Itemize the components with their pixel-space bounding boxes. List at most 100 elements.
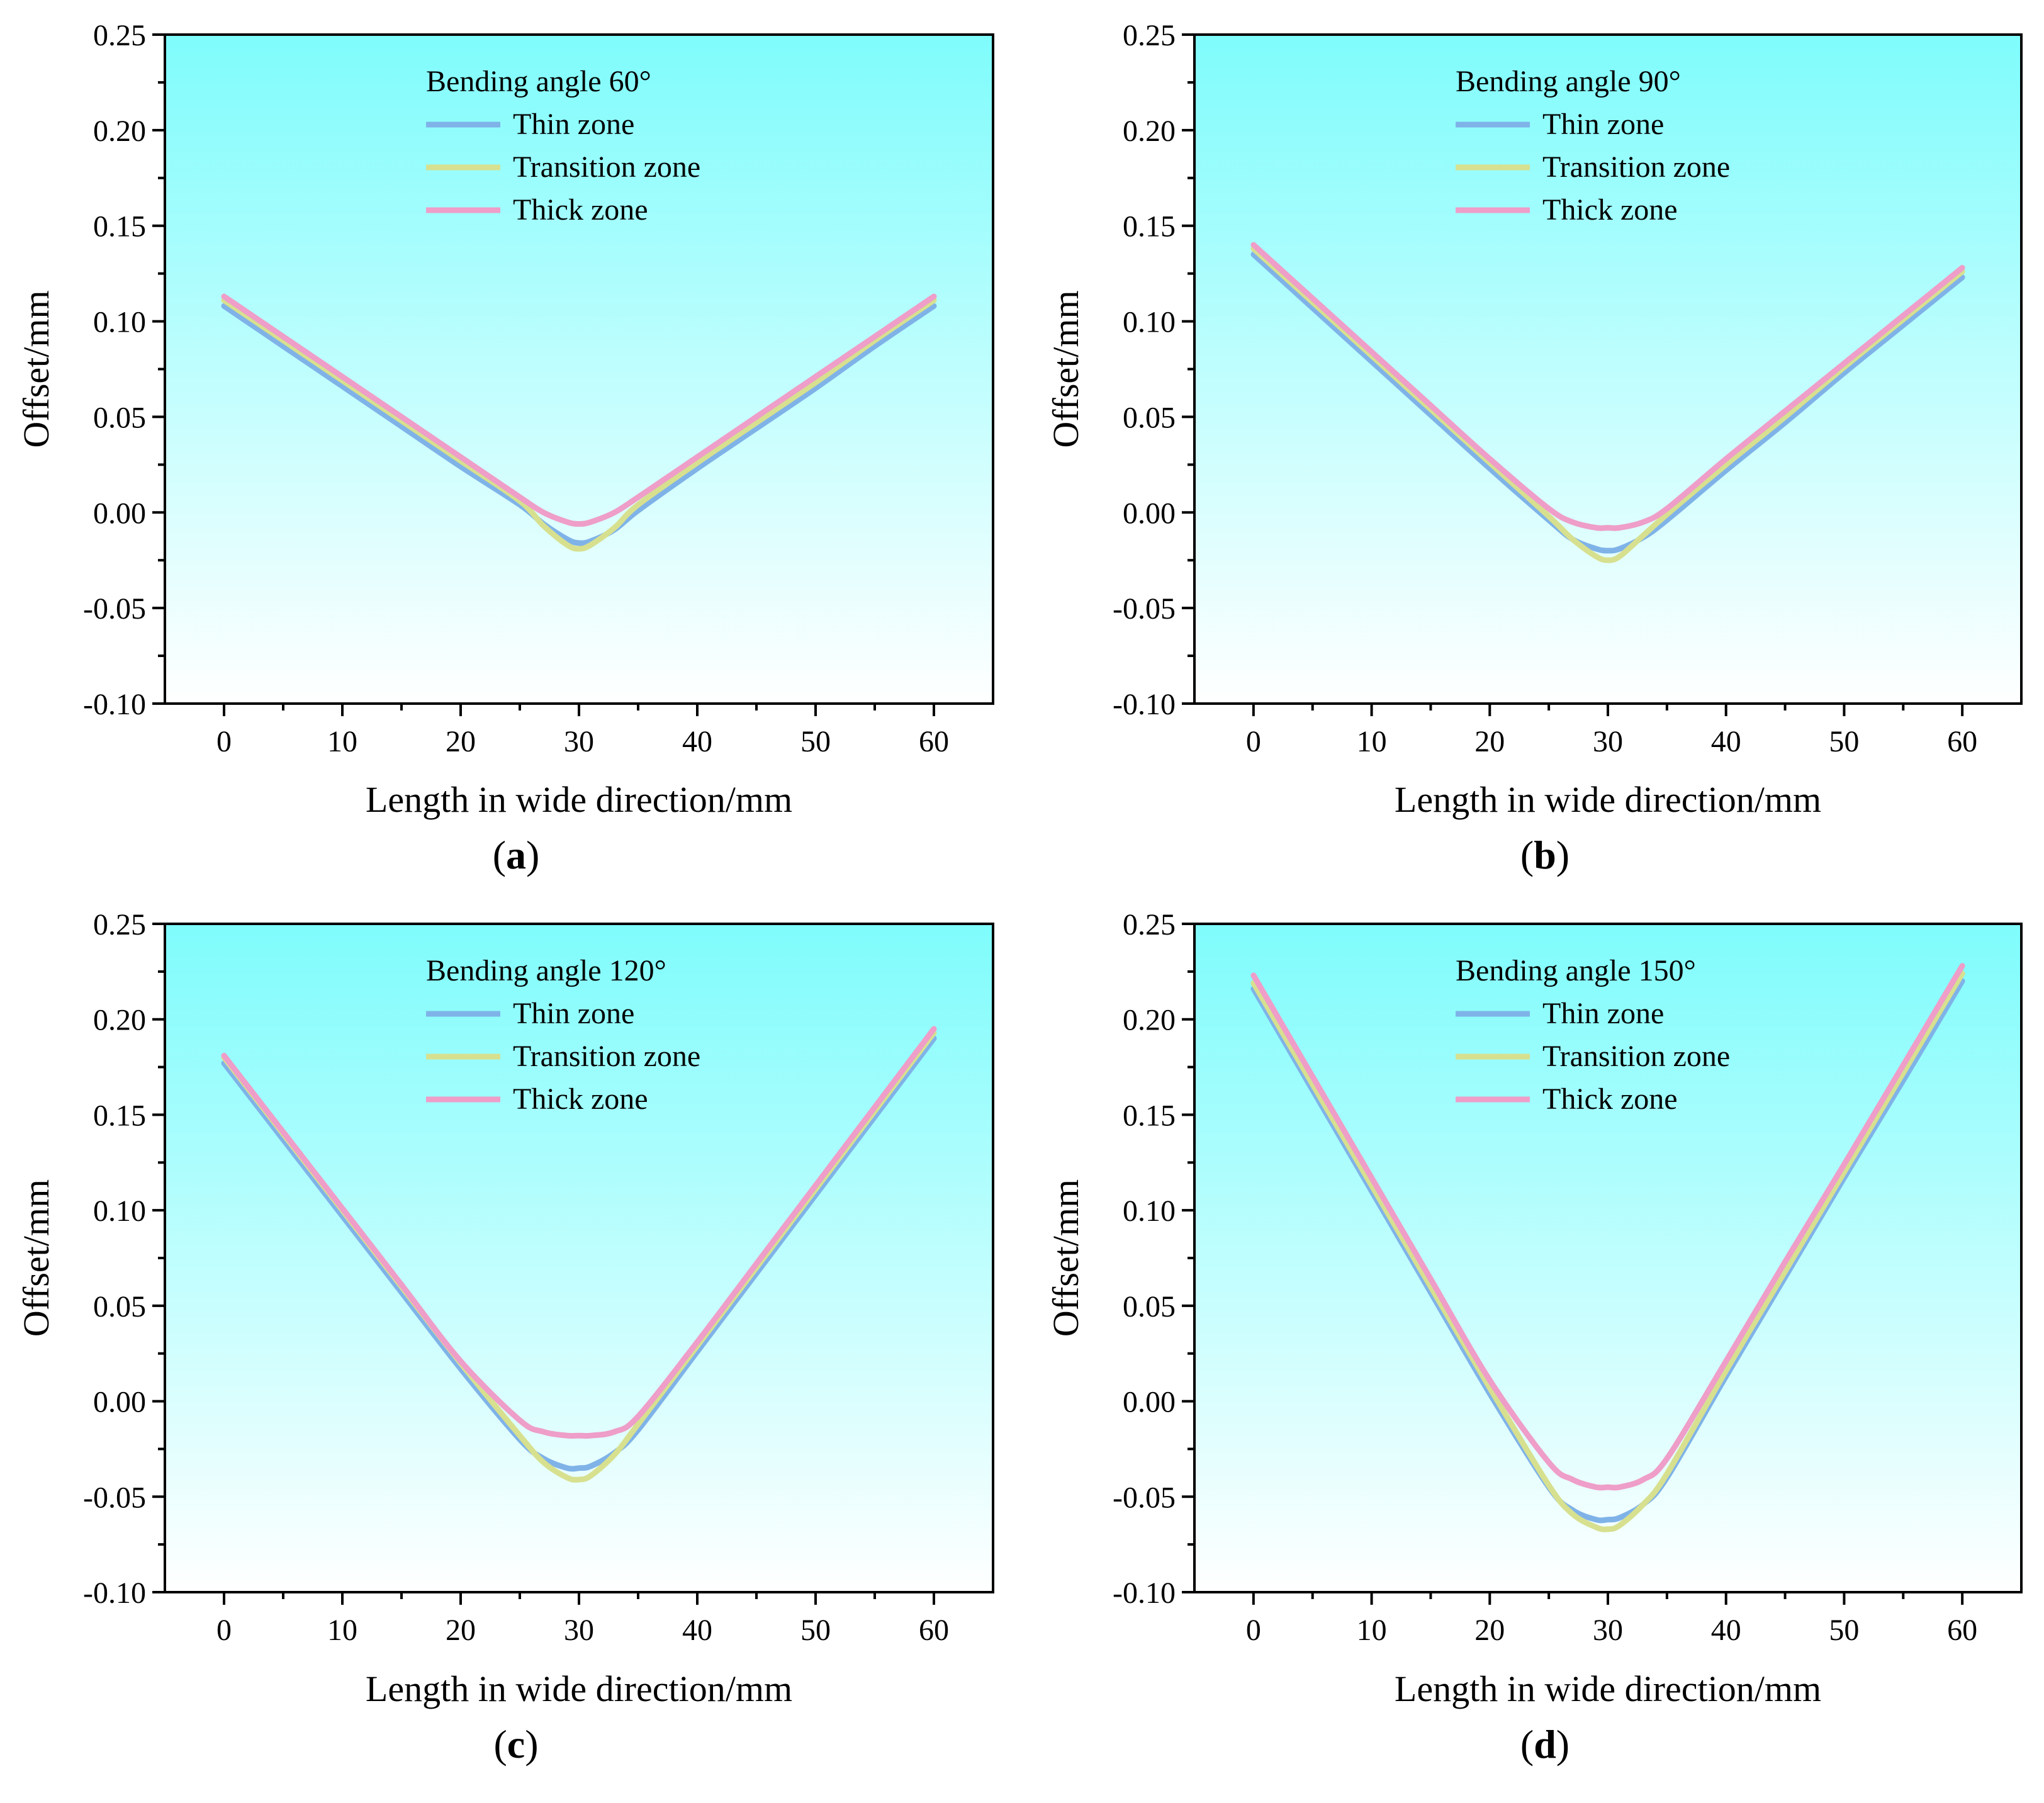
panel-label: (d) (1520, 1722, 1570, 1766)
y-tick-label: 0.15 (1123, 1099, 1176, 1132)
y-tick-label: 0.00 (93, 1386, 146, 1419)
y-tick-label: 0.20 (93, 1004, 146, 1037)
legend-label-transition: Transition zone (513, 1040, 700, 1073)
legend-label-transition: Transition zone (1542, 1040, 1730, 1073)
series-line-thin (1250, 978, 1965, 1524)
legend-label-thick: Thick zone (1542, 193, 1678, 227)
y-tick-label: 0.10 (93, 1194, 146, 1228)
x-tick-label: 60 (919, 1614, 949, 1647)
legend-label-thin: Thin zone (513, 108, 634, 141)
legend-title: Bending angle 150° (1456, 954, 1696, 987)
legend-label-thin: Thin zone (1542, 997, 1664, 1030)
y-tick-label: -0.05 (1113, 1481, 1176, 1514)
x-tick-label: 50 (800, 1614, 831, 1647)
y-axis-title: Offset/mm (16, 290, 57, 447)
panel-label: (a) (493, 833, 540, 877)
y-tick-label: -0.10 (1113, 1576, 1176, 1610)
y-tick-label: 0.15 (93, 1099, 146, 1132)
y-tick-label: 0.20 (1123, 1004, 1176, 1037)
x-tick-label: 60 (919, 725, 949, 758)
x-tick-label: 0 (216, 1614, 232, 1647)
y-tick-label: 0.25 (93, 19, 146, 52)
x-tick-label: 30 (1593, 1614, 1623, 1647)
y-tick-label: 0.10 (93, 306, 146, 339)
legend-label-thick: Thick zone (513, 193, 648, 227)
x-tick-label: 20 (446, 725, 476, 758)
x-tick-label: 30 (564, 725, 594, 758)
x-tick-label: 0 (1246, 725, 1261, 758)
x-tick-label: 20 (1474, 1614, 1505, 1647)
y-tick-label: -0.05 (83, 1481, 146, 1514)
x-tick-label: 40 (682, 1614, 712, 1647)
y-axis-title: Offset/mm (1045, 290, 1086, 447)
x-tick-label: 0 (1246, 1614, 1261, 1647)
series-line-thick (1250, 242, 1965, 531)
y-tick-label: 0.20 (93, 115, 146, 148)
y-tick-label: 0.10 (1123, 306, 1176, 339)
series-line-thin (1250, 251, 1965, 554)
y-tick-label: -0.10 (83, 688, 146, 721)
plot-background (1194, 35, 2021, 704)
series-line-transition (1250, 970, 1965, 1532)
y-axis-title: Offset/mm (1045, 1179, 1086, 1337)
series-line-transition (221, 297, 937, 552)
series-line-thin (221, 1035, 937, 1472)
y-tick-label: 0.15 (1123, 210, 1176, 244)
x-tick-label: 20 (1474, 725, 1505, 758)
plot-background (165, 35, 993, 704)
chart-panel-a: 0 10 20 30 40 50 60 0.25 0.20 0.15 0.10 0.05 0.00 -0.… (16, 19, 994, 877)
y-tick-label: 0.00 (1123, 497, 1176, 530)
x-tick-label: 10 (1357, 1614, 1387, 1647)
y-tick-label: 0.15 (93, 210, 146, 244)
x-tick-label: 40 (1711, 1614, 1741, 1647)
x-tick-label: 30 (1593, 725, 1623, 758)
x-tick-label: 50 (1829, 1614, 1859, 1647)
x-tick-label: 10 (1357, 725, 1387, 758)
x-tick-label: 40 (1711, 725, 1741, 758)
x-tick-label: 20 (446, 1614, 476, 1647)
x-tick-label: 60 (1947, 725, 1977, 758)
x-tick-label: 10 (327, 1614, 357, 1647)
y-tick-label: 0.25 (1123, 19, 1176, 52)
x-axis-title: Length in wide direction/mm (366, 779, 792, 820)
x-tick-label: 60 (1947, 1614, 1977, 1647)
x-axis-title: Length in wide direction/mm (1395, 1668, 1821, 1709)
series-line-thick (221, 293, 937, 527)
panel-label: (c) (493, 1722, 538, 1766)
x-axis-title: Length in wide direction/mm (366, 1668, 792, 1709)
legend-label-transition: Transition zone (1542, 150, 1730, 184)
x-tick-label: 40 (682, 725, 712, 758)
x-tick-label: 0 (216, 725, 232, 758)
y-tick-label: 0.05 (1123, 1290, 1176, 1323)
legend-label-thick: Thick zone (513, 1082, 648, 1116)
legend-title: Bending angle 60° (426, 65, 651, 98)
y-tick-label: 0.25 (1123, 908, 1176, 941)
panel-label: (b) (1520, 833, 1570, 877)
x-axis-title: Length in wide direction/mm (1395, 779, 1821, 820)
y-tick-label: 0.05 (1123, 401, 1176, 434)
series-line-thick (1250, 963, 1965, 1491)
y-tick-label: -0.10 (83, 1576, 146, 1610)
y-tick-label: 0.25 (93, 908, 146, 941)
plot-background (1194, 924, 2021, 1592)
x-tick-label: 30 (564, 1614, 594, 1647)
legend-label-transition: Transition zone (513, 150, 700, 184)
legend-title: Bending angle 120° (426, 954, 666, 987)
legend-label-thin: Thin zone (513, 997, 634, 1030)
chart-panel-d: 0 10 20 30 40 50 60 0.25 0.20 0.15 0.10 0.05 0.00 -0.… (1045, 908, 2023, 1766)
y-tick-label: 0.00 (93, 497, 146, 530)
x-tick-label: 10 (327, 725, 357, 758)
y-tick-label: -0.05 (83, 592, 146, 626)
legend-title: Bending angle 90° (1456, 65, 1681, 98)
y-tick-label: 0.00 (1123, 1386, 1176, 1419)
series-line-thin (221, 303, 937, 546)
y-tick-label: 0.10 (1123, 1194, 1176, 1228)
y-tick-label: -0.10 (1113, 688, 1176, 721)
y-axis-title: Offset/mm (16, 1179, 57, 1337)
x-tick-label: 50 (800, 725, 831, 758)
chart-panel-b: 0 10 20 30 40 50 60 0.25 0.20 0.15 0.10 0.05 0.00 -0.… (1045, 19, 2023, 877)
legend-label-thick: Thick zone (1542, 1082, 1678, 1116)
y-tick-label: 0.20 (1123, 115, 1176, 148)
y-tick-label: 0.05 (93, 1290, 146, 1323)
